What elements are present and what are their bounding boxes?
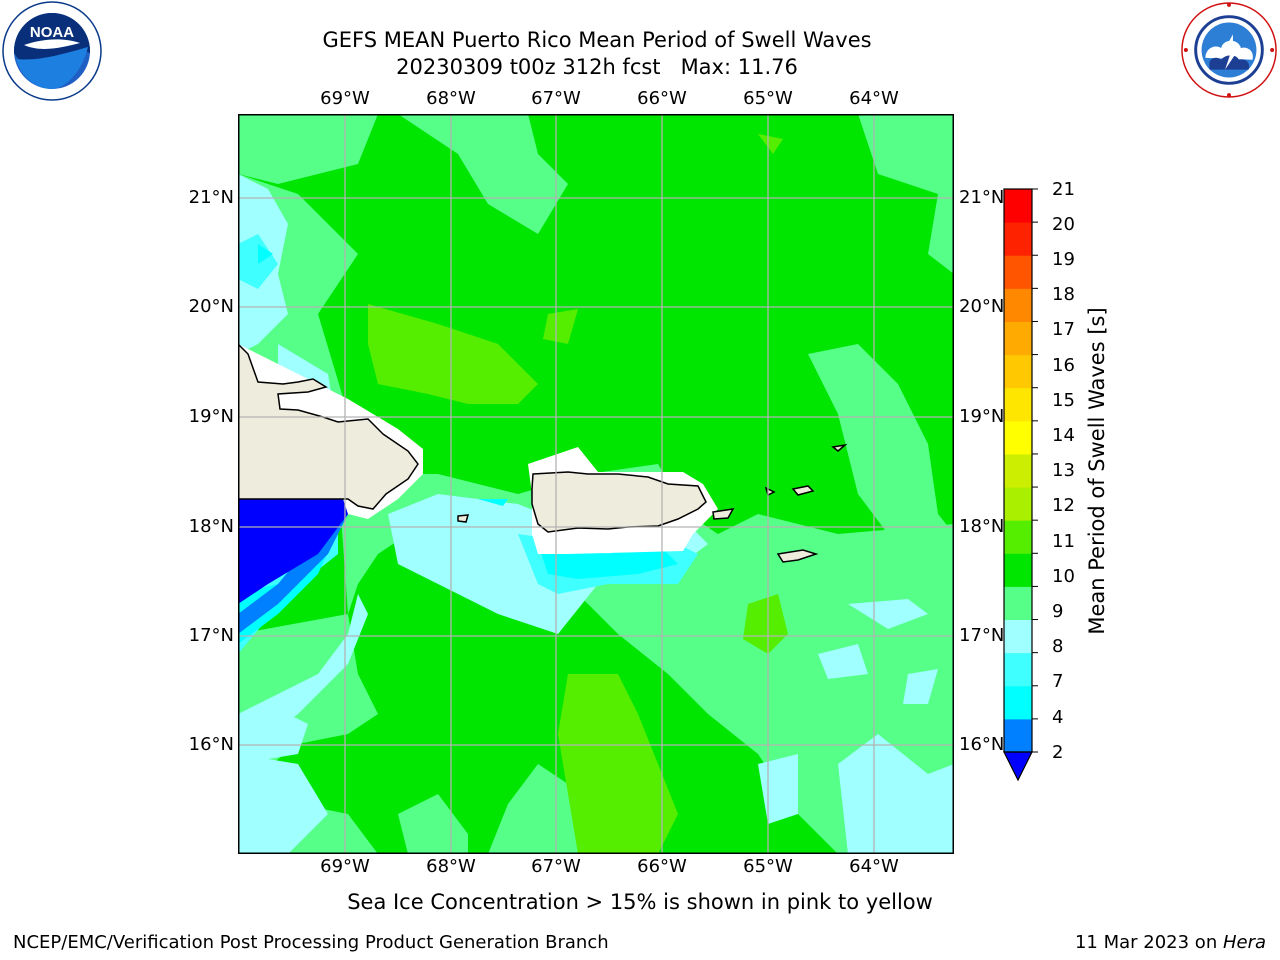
colorbar-tick-label: 12	[1052, 495, 1075, 516]
colorbar-cell	[1004, 321, 1032, 356]
map-plot-area	[238, 114, 954, 854]
lat-label-right: 20°N	[959, 296, 1005, 317]
colorbar-cell	[1004, 652, 1032, 687]
lon-label-bottom: 67°W	[531, 856, 581, 877]
colorbar-cell	[1004, 420, 1032, 455]
colorbar	[1003, 188, 1038, 782]
colorbar-tick-label: 19	[1052, 249, 1075, 270]
lat-label-left: 19°N	[188, 406, 234, 427]
lon-label-top: 67°W	[531, 88, 581, 109]
colorbar-tick-label: 8	[1052, 636, 1064, 657]
chart-title: GEFS MEAN Puerto Rico Mean Period of Swe…	[322, 28, 872, 52]
colorbar-cell	[1004, 387, 1032, 422]
colorbar-tick-label: 15	[1052, 390, 1075, 411]
colorbar-tick-label: 20	[1052, 214, 1075, 235]
colorbar-cell	[1004, 619, 1032, 654]
colorbar-under-arrow	[1003, 751, 1033, 782]
colorbar-cell	[1004, 453, 1032, 488]
footer-machine: Hera	[1222, 932, 1266, 953]
lon-label-bottom: 64°W	[849, 856, 899, 877]
lon-label-top: 68°W	[426, 88, 476, 109]
lon-label-top: 69°W	[320, 88, 370, 109]
colorbar-tick-label: 21	[1052, 179, 1075, 200]
colorbar-tick-label: 14	[1052, 425, 1075, 446]
chart-subtitle: 20230309 t00z 312h fcst Max: 11.76	[396, 55, 798, 79]
lat-label-left: 18°N	[188, 516, 234, 537]
lon-label-bottom: 65°W	[743, 856, 793, 877]
colorbar-cell	[1004, 255, 1032, 289]
lat-label-right: 21°N	[959, 187, 1005, 208]
colorbar-cell	[1004, 354, 1032, 389]
nws-logo	[1181, 2, 1277, 98]
colorbar-cell	[1004, 553, 1032, 587]
lon-label-bottom: 69°W	[320, 856, 370, 877]
colorbar-tick-label: 10	[1052, 566, 1075, 587]
lon-label-top: 64°W	[849, 88, 899, 109]
colorbar-cell	[1004, 189, 1032, 223]
colorbar-tick-label: 2	[1052, 742, 1064, 763]
sea-ice-note: Sea Ice Concentration > 15% is shown in …	[347, 890, 933, 914]
colorbar-tick-label: 11	[1052, 531, 1075, 552]
colorbar-cell	[1004, 288, 1032, 322]
colorbar-tick-label: 16	[1052, 355, 1075, 376]
colorbar-cell	[1004, 586, 1032, 621]
lon-label-top: 65°W	[743, 88, 793, 109]
colorbar-tick-label: 13	[1052, 460, 1075, 481]
lat-label-left: 17°N	[188, 625, 234, 646]
colorbar-cell	[1004, 520, 1032, 554]
lat-label-right: 18°N	[959, 516, 1005, 537]
svg-text:NOAA: NOAA	[30, 24, 74, 41]
lon-label-bottom: 66°W	[637, 856, 687, 877]
contour-11-12s	[368, 134, 788, 854]
colorbar-cell	[1004, 718, 1032, 753]
lat-label-right: 17°N	[959, 625, 1005, 646]
colorbar-tick-label: 18	[1052, 284, 1075, 305]
colorbar-tick-label: 7	[1052, 671, 1064, 692]
lat-label-left: 16°N	[188, 734, 234, 755]
lat-label-right: 19°N	[959, 406, 1005, 427]
footer-credit: NCEP/EMC/Verification Post Processing Pr…	[13, 932, 609, 953]
map-frame	[238, 114, 954, 854]
lat-label-left: 21°N	[188, 187, 234, 208]
colorbar-tick-label: 4	[1052, 707, 1064, 728]
footer-date-text: 11 Mar 2023 on	[1074, 932, 1223, 953]
lat-label-right: 16°N	[959, 734, 1005, 755]
colorbar-tick-label: 17	[1052, 319, 1075, 340]
graticule	[238, 114, 954, 854]
colorbar-cell	[1004, 222, 1032, 256]
contour-2-4s	[238, 499, 348, 604]
noaa-logo: NOAA	[2, 1, 102, 101]
lat-label-left: 20°N	[188, 296, 234, 317]
colorbar-cell	[1004, 685, 1032, 720]
colorbar-cell	[1004, 487, 1032, 521]
lon-label-top: 66°W	[637, 88, 687, 109]
colorbar-title: Mean Period of Swell Waves [s]	[1085, 307, 1109, 635]
lon-label-bottom: 68°W	[426, 856, 476, 877]
footer-date: 11 Mar 2023 on Hera	[1075, 932, 1266, 953]
colorbar-tick-label: 9	[1052, 601, 1064, 622]
